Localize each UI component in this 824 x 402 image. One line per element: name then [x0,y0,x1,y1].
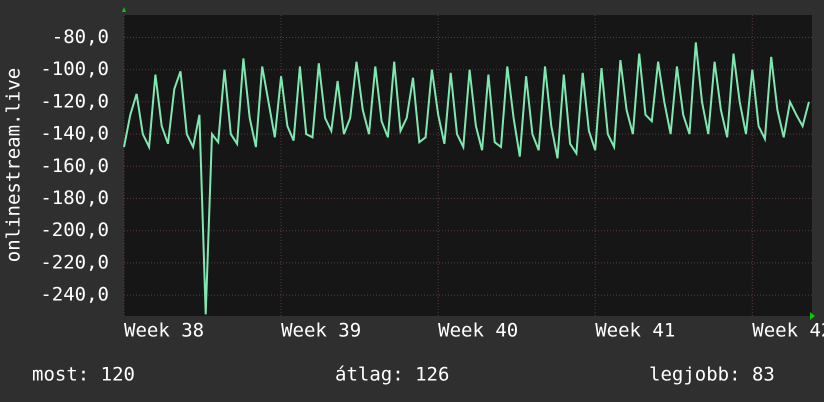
data-line [123,42,810,315]
y-tick-label: -120,0 [40,90,109,112]
axis-arrow [122,7,126,12]
y-tick-label: -200,0 [40,219,109,241]
y-tick-label: -160,0 [40,155,109,177]
x-tick-label: Week 42 [752,320,824,342]
stat: most: 120 [32,364,135,386]
y-tick-label: -240,0 [40,284,109,306]
stat: legjobb: 83 [649,364,775,386]
x-tick-label: Week 40 [438,320,518,342]
stat: átlag: 126 [335,364,449,386]
y-axis-label: onlinestream.live [3,68,25,262]
y-tick-label: -180,0 [40,187,109,209]
plot-area [124,15,812,316]
x-tick-label: Week 39 [281,320,361,342]
y-tick-label: -220,0 [40,251,109,273]
axis-arrow [810,312,815,320]
x-tick-label: Week 38 [124,320,204,342]
x-tick-label: Week 41 [595,320,675,342]
y-tick-label: -100,0 [40,58,109,80]
y-tick-label: -80,0 [52,26,109,48]
y-tick-label: -140,0 [40,123,109,145]
